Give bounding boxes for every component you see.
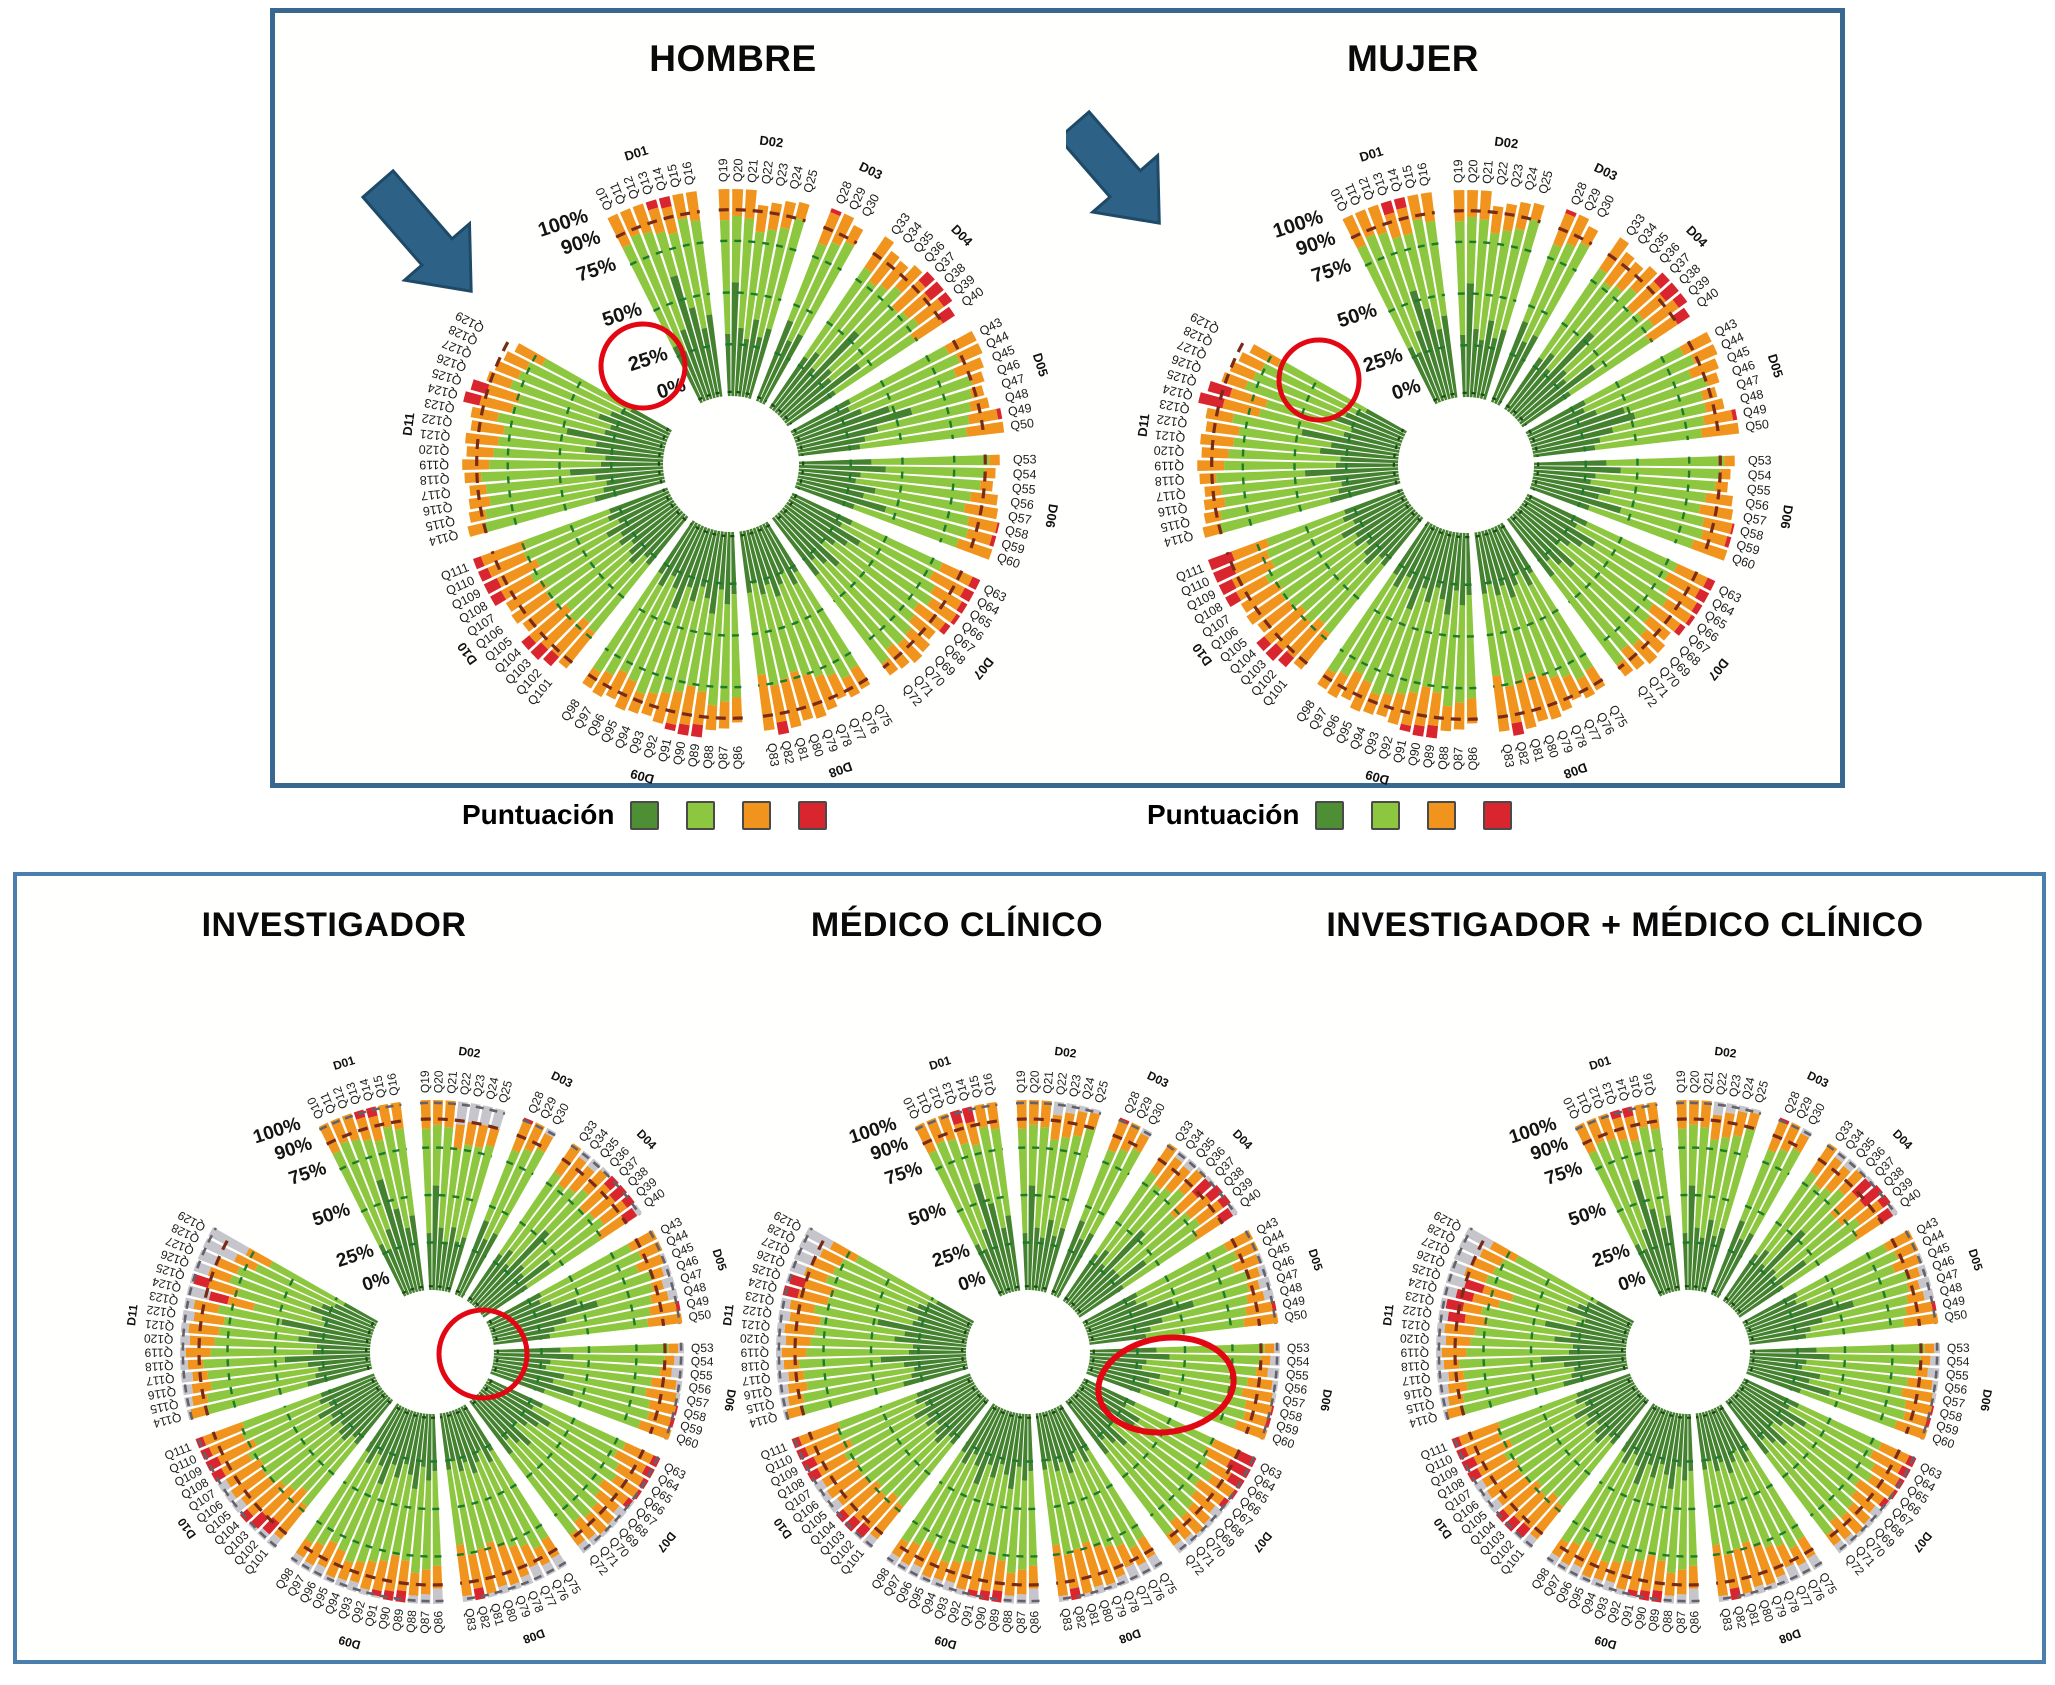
panel-gender: [270, 8, 1845, 788]
chart-title-investigador: INVESTIGADOR: [201, 906, 467, 944]
legend-label: Puntuación: [462, 799, 615, 830]
legend-swatch: [630, 800, 660, 830]
score-legend-right: Puntuación: [1147, 797, 1539, 833]
legend-swatches: [1315, 800, 1539, 830]
legend-swatch: [1371, 800, 1401, 830]
legend-label: Puntuación: [1147, 799, 1300, 830]
score-legend-left: Puntuación: [462, 797, 854, 833]
legend-swatches: [630, 800, 854, 830]
legend-swatch: [742, 800, 772, 830]
legend-swatch: [686, 800, 716, 830]
chart-title-mujer: MUJER: [1346, 38, 1480, 79]
panel-profession: [13, 872, 2046, 1664]
chart-title-investigador-medico-clinico: INVESTIGADOR + MÉDICO CLÍNICO: [1326, 906, 1924, 944]
legend-swatch: [1483, 800, 1513, 830]
legend-swatch: [1315, 800, 1345, 830]
legend-swatch: [1427, 800, 1457, 830]
chart-title-medico-clinico: MÉDICO CLÍNICO: [810, 906, 1104, 944]
legend-swatch: [798, 800, 828, 830]
chart-title-hombre: HOMBRE: [649, 38, 817, 79]
